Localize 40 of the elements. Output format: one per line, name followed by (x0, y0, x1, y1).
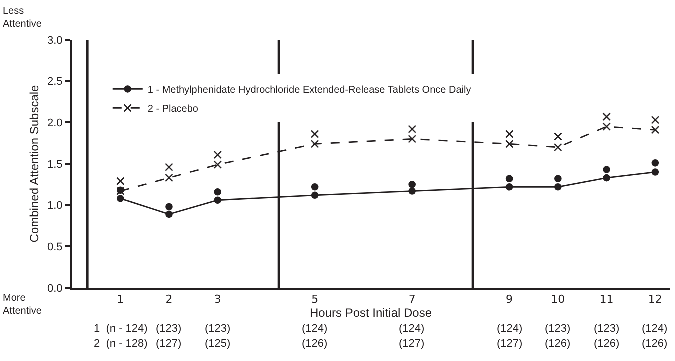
text: (123) (594, 323, 620, 335)
x-tick-label: 5 (312, 293, 319, 306)
text: More Attentive (3, 293, 42, 317)
x-tick-label: 1 (117, 293, 124, 306)
text: (125) (205, 338, 231, 350)
text: (126) (545, 338, 571, 350)
y-tick-label: 1.5 (48, 158, 63, 171)
text: (124) (399, 323, 425, 335)
text: (123) (545, 323, 571, 335)
x-tick-label: 9 (506, 293, 514, 306)
text: 1 (n - 124) (94, 323, 148, 335)
text: (126) (594, 338, 620, 350)
x-tick-label: 10 (551, 293, 566, 306)
text: (123) (156, 323, 182, 335)
text: (127) (156, 338, 182, 350)
y-tick-label: 0.0 (48, 282, 63, 295)
x-tick-label: 12 (648, 293, 662, 306)
x-axis-title: Hours Post Initial Dose (310, 306, 432, 320)
text: (127) (497, 338, 523, 350)
text: (124) (302, 323, 328, 335)
text: (123) (205, 323, 231, 335)
y-axis-title: Combined Attention Subscale (27, 84, 42, 243)
legend-label: 1 - Methylphenidate Hydrochloride Extended-Release Tablets Once Daily (148, 85, 472, 96)
text: (126) (302, 338, 328, 350)
x-tick-label: 11 (600, 293, 614, 306)
y-tick-label: 1.0 (48, 200, 63, 212)
text: (124) (497, 323, 523, 335)
x-tick-label: 2 (166, 293, 173, 306)
x-tick-label: 7 (408, 293, 416, 306)
text: 2 (n - 128) (94, 338, 148, 350)
text: Less Attentive (3, 6, 42, 30)
text: (127) (399, 338, 425, 350)
x-tick-label: 3 (214, 293, 222, 306)
text: (124) (642, 323, 668, 335)
text: (126) (642, 338, 668, 350)
y-tick-label: 2.5 (48, 76, 63, 88)
y-tick-label: 0.5 (48, 242, 63, 254)
y-tick-label: 2.0 (48, 118, 63, 130)
legend-label: 2 - Placebo (148, 104, 199, 116)
y-tick-label: 3.0 (48, 34, 63, 47)
